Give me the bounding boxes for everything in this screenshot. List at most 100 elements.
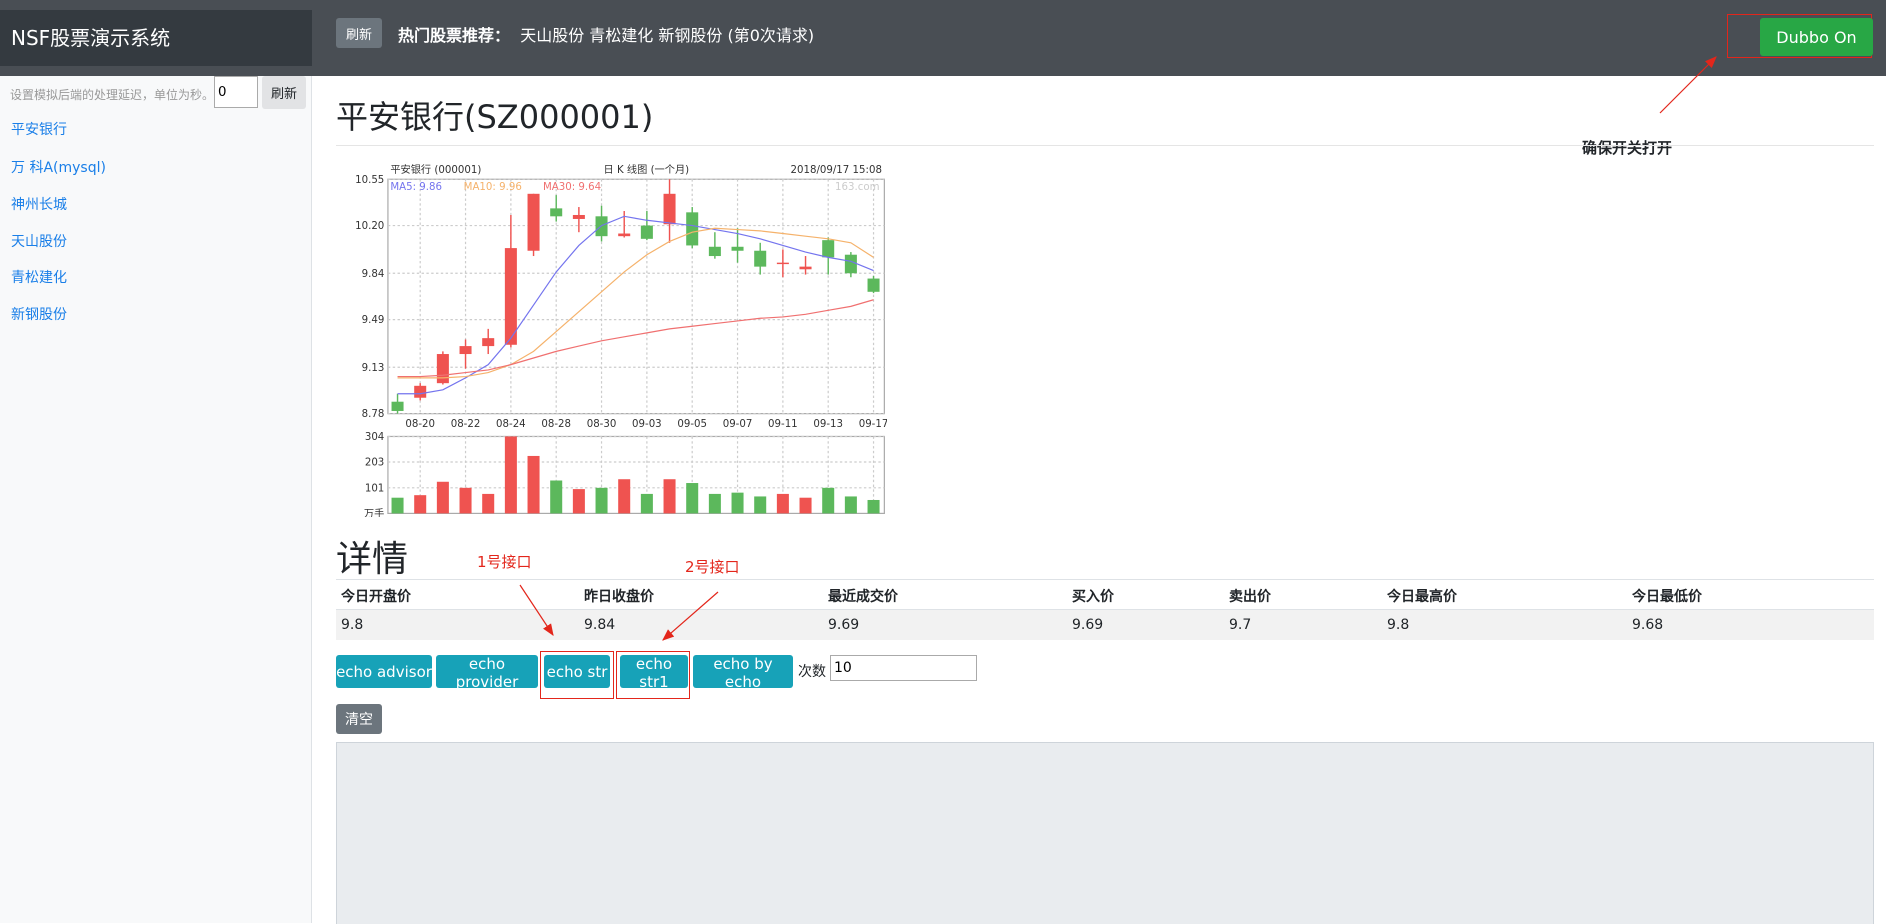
table-header: 昨日收盘价 bbox=[584, 589, 654, 605]
table-cell: 9.68 bbox=[1632, 617, 1664, 633]
candle-body bbox=[776, 262, 789, 265]
volume-bar bbox=[618, 479, 631, 514]
brand: NSF股票演示系统 bbox=[0, 10, 312, 66]
y-tick-label: 10.55 bbox=[355, 175, 384, 186]
x-tick-label: 08-30 bbox=[587, 419, 617, 430]
volume-bar bbox=[527, 455, 540, 514]
plot-area bbox=[387, 178, 885, 415]
chart-subtitle: 日 K 线图 (一个月) bbox=[604, 163, 690, 176]
candle-body bbox=[391, 401, 404, 411]
echo-button[interactable]: echo advisor bbox=[336, 655, 432, 688]
stock-heading: 平安银行(SZ000001) bbox=[336, 98, 654, 136]
kline-chart: 平安银行 (000001) 日 K 线图 (一个月) 2018/09/17 15:0… bbox=[355, 163, 887, 517]
y-tick-label: 10.20 bbox=[355, 221, 384, 232]
ma-line bbox=[397, 227, 874, 379]
stock-link[interactable]: 新钢股份 bbox=[11, 307, 67, 323]
hot-stocks: 热门股票推荐： 天山股份 青松建化 新钢股份 (第0次请求) bbox=[398, 22, 814, 46]
highlight-box bbox=[616, 651, 690, 699]
table-header: 最近成交价 bbox=[828, 589, 898, 605]
candle-body bbox=[799, 266, 812, 270]
table-header: 卖出价 bbox=[1229, 589, 1271, 605]
candle-body bbox=[686, 212, 699, 246]
stock-link[interactable]: 天山股份 bbox=[11, 234, 67, 250]
volume-bar bbox=[640, 493, 653, 514]
refresh-button[interactable]: 刷新 bbox=[336, 18, 382, 48]
volume-bar bbox=[686, 483, 699, 514]
y-tick-label: 8.78 bbox=[362, 409, 385, 420]
stock-link[interactable]: 万 科A(mysql) bbox=[11, 160, 106, 176]
volume-bar bbox=[482, 493, 495, 514]
candle-body bbox=[731, 246, 744, 251]
volume-bar bbox=[731, 492, 744, 514]
table-header: 今日最高价 bbox=[1387, 589, 1457, 605]
x-tick-label: 09-07 bbox=[723, 419, 753, 430]
x-tick-label: 08-20 bbox=[405, 419, 435, 430]
output-area[interactable] bbox=[336, 742, 1874, 924]
candle-body bbox=[550, 208, 563, 217]
candle-body bbox=[618, 233, 631, 237]
delay-input[interactable] bbox=[214, 76, 258, 108]
table-cell: 9.8 bbox=[1387, 617, 1410, 633]
table-header: 今日最低价 bbox=[1632, 589, 1702, 605]
divider bbox=[336, 145, 1874, 146]
y-tick-label: 9.84 bbox=[362, 269, 385, 280]
candle-body bbox=[572, 214, 585, 219]
volume-bar bbox=[754, 496, 767, 514]
x-tick-label: 09-13 bbox=[813, 419, 843, 430]
sidebar bbox=[0, 76, 312, 923]
volume-bar bbox=[708, 493, 721, 514]
volume-bar bbox=[663, 479, 676, 514]
volume-bar bbox=[550, 480, 563, 514]
api1-note: 1号接口 bbox=[477, 553, 532, 571]
volume-bar bbox=[844, 496, 857, 514]
candle-body bbox=[504, 248, 517, 345]
x-tick-label: 08-22 bbox=[451, 419, 481, 430]
x-tick-label: 08-24 bbox=[496, 419, 526, 430]
volume-tick-label: 304 bbox=[365, 432, 384, 443]
legend-entry: MA30: 9.64 bbox=[543, 182, 601, 193]
volume-bar bbox=[436, 481, 449, 514]
stock-link[interactable]: 平安银行 bbox=[11, 122, 67, 138]
volume-bar bbox=[776, 493, 789, 514]
candle-body bbox=[663, 193, 676, 225]
echo-button[interactable]: echo str1 bbox=[620, 655, 688, 691]
x-tick-label: 09-11 bbox=[768, 419, 798, 430]
legend-entry: MA10: 9.96 bbox=[464, 182, 522, 193]
x-tick-label: 09-03 bbox=[632, 419, 662, 430]
top-bar bbox=[0, 0, 1886, 76]
candle-body bbox=[844, 254, 857, 274]
chart-title: 平安银行 (000001) bbox=[390, 163, 481, 176]
volume-bar bbox=[595, 487, 608, 514]
y-tick-label: 9.13 bbox=[362, 363, 385, 374]
volume-tick-label: 203 bbox=[365, 458, 384, 469]
candle-body bbox=[708, 246, 721, 257]
candle-body bbox=[640, 225, 653, 239]
switch-note: 确保开关打开 bbox=[1582, 139, 1673, 157]
dubbo-switch[interactable]: Dubbo On bbox=[1760, 18, 1873, 56]
volume-bar bbox=[822, 487, 835, 514]
echo-button[interactable]: echo str bbox=[544, 655, 610, 688]
delay-refresh[interactable]: 刷新 bbox=[262, 76, 306, 109]
stock-link[interactable]: 青松建化 bbox=[11, 270, 67, 286]
chart-source: 163.com bbox=[835, 182, 880, 193]
chart-timestamp: 2018/09/17 15:08 bbox=[790, 165, 881, 176]
echo-button[interactable]: echo provider bbox=[436, 655, 538, 691]
candle-body bbox=[482, 338, 495, 347]
api2-note: 2号接口 bbox=[685, 558, 740, 576]
candle-body bbox=[459, 346, 472, 355]
count-input[interactable] bbox=[830, 655, 977, 681]
volume-bar bbox=[391, 497, 404, 514]
x-tick-label: 09-05 bbox=[677, 419, 707, 430]
echo-button[interactable]: echo by echo bbox=[693, 655, 793, 691]
stock-link[interactable]: 神州长城 bbox=[11, 197, 67, 213]
table-cell: 9.69 bbox=[828, 617, 860, 633]
volume-bar bbox=[459, 487, 472, 514]
clear-button[interactable]: 清空 bbox=[336, 704, 382, 734]
highlight-box bbox=[540, 651, 614, 699]
volume-bar bbox=[799, 497, 812, 514]
count-label: 次数 bbox=[798, 664, 826, 680]
candle-body bbox=[414, 385, 427, 398]
hot-list[interactable]: 天山股份 青松建化 新钢股份 (第0次请求) bbox=[520, 26, 815, 45]
